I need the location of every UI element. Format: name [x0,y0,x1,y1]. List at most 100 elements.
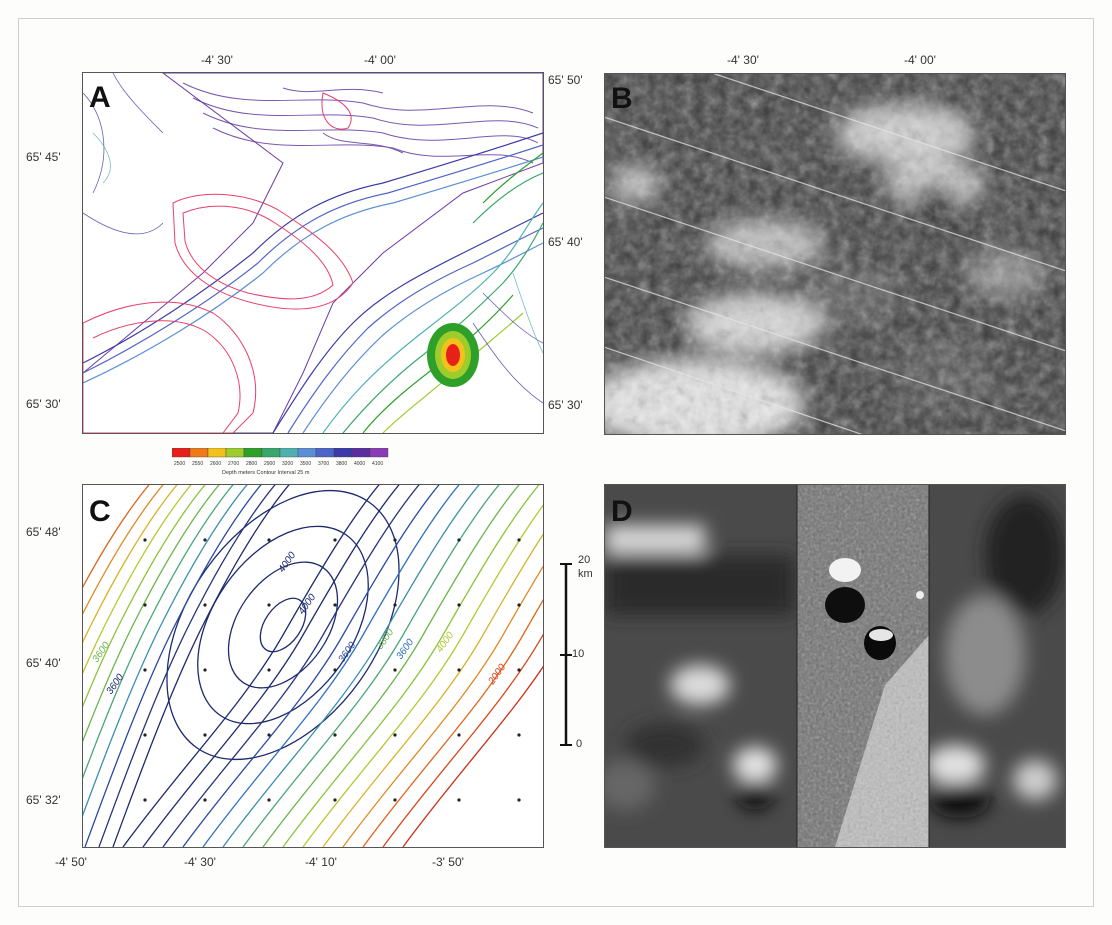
panel-a-bathymetry-map: A [82,72,544,434]
panel-c-bottom-tick-2: -4' 30' [184,855,216,869]
colorbar-tick-label: 3700 [318,461,329,467]
panel-b-left-tick-2: 65' 40' [548,235,583,249]
scale-unit: km [578,568,593,580]
colorbar-swatch [315,448,335,458]
panel-b-sonar-image: B [604,73,1066,435]
contour-line [83,485,164,615]
grid-mark [267,538,271,542]
grid-mark [203,538,207,542]
grid-mark [457,538,461,542]
grid-mark [333,538,337,542]
colorbar-tick-label: 2900 [264,461,275,467]
panel-b-left-tick-3: 65' 30' [548,398,583,412]
grid-mark [393,668,397,672]
grid-mark [267,668,271,672]
grid-mark [393,798,397,802]
grid-mark [393,733,397,737]
contour-line [182,485,440,847]
panel-a-top-tick-2: -4' 00' [364,53,396,67]
contour-line [302,504,543,847]
contour-line [242,485,500,847]
contour-line [222,485,480,847]
grid-mark [267,603,271,607]
colorbar-tick-label: 2800 [246,461,257,467]
panel-a-top-tick-1: -4' 30' [201,53,233,67]
contour-line [162,485,420,847]
colorbar-swatch [297,448,317,458]
scale-label-20: 20 [578,554,591,566]
contour-line [282,485,540,847]
grid-mark [517,798,521,802]
colorbar-swatch [189,448,209,458]
colorbar-tick-label: 3200 [282,461,293,467]
grid-mark [143,733,147,737]
grid-mark [457,798,461,802]
colorbar-swatch [279,448,299,458]
scale-label-0: 0 [576,738,583,750]
contour-line [83,485,178,644]
contour-line [197,525,369,725]
grid-mark [267,798,271,802]
colorbar-swatch [172,448,191,458]
colorbar-swatch [369,448,389,458]
grid-mark [393,603,397,607]
grid-mark [333,798,337,802]
panel-c-bottom-tick-1: -4' 50' [55,855,87,869]
contour-line [259,597,307,653]
contour-line [382,633,543,847]
colorbar-caption: Depth meters Contour Interval 25 m [222,470,310,476]
contour-line [322,533,543,847]
panel-a-left-tick-1: 65' 45' [26,150,61,164]
colorbar-tick-label: 4100 [372,461,383,467]
contour-line [83,485,234,779]
colorbar-swatch [243,448,263,458]
panel-c-left-tick-2: 65' 40' [26,656,61,670]
grid-mark [393,538,397,542]
panel-c-bottom-tick-3: -4' 10' [305,855,337,869]
panel-b-letter: B [611,82,633,115]
contour-line [402,665,543,847]
colorbar-tick-label: 2700 [228,461,239,467]
grid-mark [203,798,207,802]
panel-d-letter: D [611,495,633,528]
grid-mark [203,668,207,672]
colorbar-swatch [225,448,245,458]
colorbar-tick-label: 2600 [210,461,221,467]
grid-mark [143,798,147,802]
grid-mark [457,668,461,672]
grid-mark [517,668,521,672]
grid-mark [517,603,521,607]
contour-line [262,485,520,847]
contour-line [83,485,192,674]
contour-line [227,561,339,689]
panel-a-left-tick-2: 65' 30' [26,397,61,411]
grid-mark [517,538,521,542]
panel-c-left-tick-3: 65' 32' [26,793,61,807]
contour-line [83,485,248,817]
grid-mark [143,668,147,672]
contour-line [342,565,543,847]
grid-mark [333,668,337,672]
contour-line [122,485,380,847]
colorbar-swatch [351,448,371,458]
grid-mark [333,603,337,607]
panel-a-letter: A [89,81,111,114]
panel-c-bottom-tick-4: -3' 50' [432,855,464,869]
contour-line [98,485,276,847]
panel-c-left-tick-1: 65' 48' [26,525,61,539]
contour-line [112,485,290,847]
panel-c-letter: C [89,495,111,528]
panel-b-top-tick-2: -4' 00' [904,53,936,67]
grid-mark [333,733,337,737]
panel-d-composite-image: D [604,484,1066,848]
grid-mark [143,538,147,542]
colorbar-tick-label: 2500 [174,461,185,467]
grid-mark [203,733,207,737]
colorbar-tick-label: 4000 [354,461,365,467]
scale-bar [560,563,572,746]
grid-mark [203,603,207,607]
grid-mark [267,733,271,737]
figure-frame [18,18,1094,907]
grid-mark [143,603,147,607]
contour-line [84,485,262,847]
